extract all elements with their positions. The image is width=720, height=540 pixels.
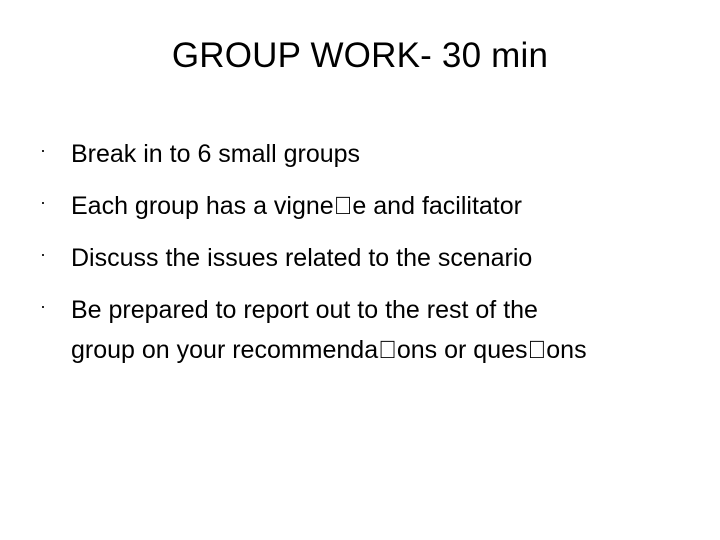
bullet-list: · Break in to 6 small groups · Each grou…	[0, 134, 720, 382]
slide-title: GROUP WORK- 30 min	[171, 36, 549, 75]
bullet-text: Each group has a vigne e and facilitator	[71, 186, 690, 226]
bullet-line: Be prepared to report out to the rest of…	[71, 296, 538, 324]
bullet-dot-icon: ·	[40, 192, 46, 212]
bullet-text: Be prepared to report out to the rest of…	[71, 290, 690, 370]
bullet-dot-icon: ·	[40, 140, 46, 160]
bullet-text: Break in to 6 small groups	[71, 134, 690, 174]
bullet-dot-icon: ·	[40, 244, 46, 264]
bullet-dot-icon: ·	[40, 296, 46, 316]
list-item: · Break in to 6 small groups	[0, 134, 720, 174]
list-item: · Each group has a vigne e and facilitat…	[0, 186, 720, 226]
bullet-line: Break in to 6 small groups	[71, 140, 361, 168]
list-item: · Discuss the issues related to the scen…	[0, 238, 720, 278]
bullet-line: Each group has a vigne e and facilitator	[71, 192, 522, 220]
bullet-text: Discuss the issues related to the scenar…	[71, 238, 690, 278]
list-item: · Be prepared to report out to the rest …	[0, 290, 720, 370]
bullet-line: group on your recommenda ons or ques ons	[71, 336, 587, 364]
bullet-line: Discuss the issues related to the scenar…	[71, 244, 533, 272]
